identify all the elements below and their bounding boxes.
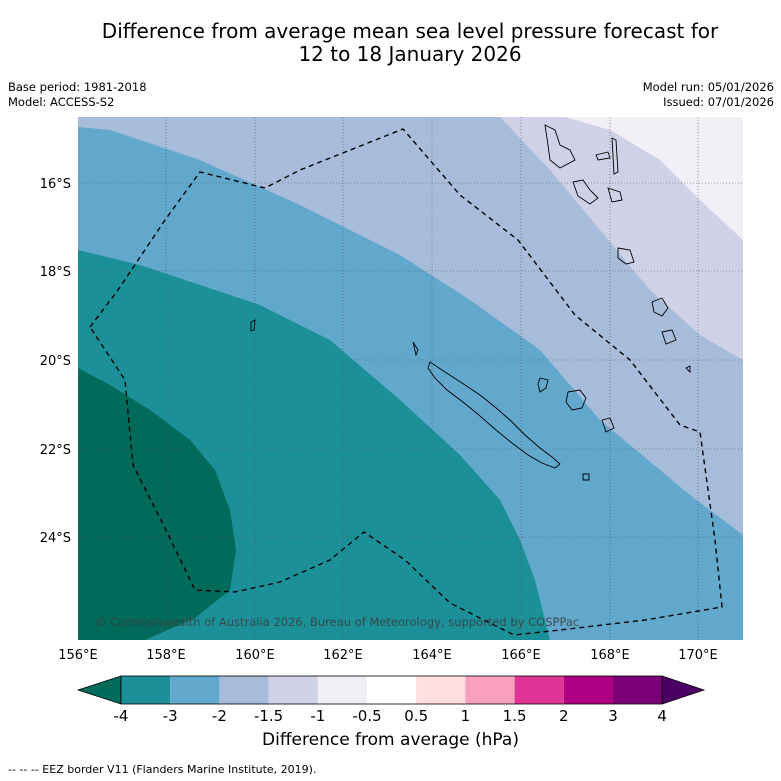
lat-label: 20°S [40,354,71,369]
lon-label: 168°E [590,648,630,663]
meta-right: Model run: 05/01/2026 Issued: 07/01/2026 [643,80,774,110]
copyright-note: © Commonwealth of Australia 2026, Bureau… [95,615,579,629]
lon-label: 166°E [501,648,541,663]
efate [617,247,635,265]
espiritu-santo [544,124,576,169]
chart-title: Difference from average mean sea level p… [0,20,781,66]
colorbar-under-arrow [76,675,122,705]
base-period: Base period: 1981-2018 [8,80,147,94]
lon-labels: 156°E 158°E 160°E 162°E 164°E 166°E 168°… [58,648,718,663]
colorbar-tick-label: 2 [559,707,569,725]
meta-left: Base period: 1981-2018 Model: ACCESS-S2 [8,80,147,110]
pentecost [611,137,619,175]
chesterfield-islet [250,319,256,332]
colorbar-bin [613,676,663,704]
title-line-2: 12 to 18 January 2026 [298,42,522,66]
mare-island [601,417,615,433]
band-minus0.5-to-minus1 [565,117,743,240]
erromango [651,297,669,317]
band-below-minus4 [78,368,236,640]
malekula [572,179,599,205]
colorbar-bin [317,676,367,704]
ambrym [607,187,623,203]
colorbar-bin [465,676,515,704]
lat-label: 24°S [40,531,71,546]
eez-footnote: -- -- -- EEZ border V11 (Flanders Marine… [8,763,317,776]
colorbar-tick-label: -3 [163,707,178,725]
colorbar-tick-label: 1.5 [503,707,527,725]
colorbar-bin [170,676,220,704]
lon-label: 164°E [412,648,452,663]
map-area: © Commonwealth of Australia 2026, Bureau… [78,117,743,640]
colorbar-tick-label: -0.5 [352,707,381,725]
colorbar-over-arrow [661,675,706,705]
isle-of-pines [582,473,590,481]
lat-label: 18°S [40,265,71,280]
band-minus1.5-to-minus2 [78,117,743,535]
colorbar-tick-label: 1 [461,707,471,725]
colorbar-bin [121,676,171,704]
coastlines [250,124,691,481]
colorbar-bin [514,676,564,704]
lon-label: 170°E [678,648,718,663]
tanna [661,329,677,345]
maewo [595,151,611,161]
colorbar-outline [120,675,663,705]
colorbar-tick-label: 4 [657,707,667,725]
lat-label: 22°S [40,443,71,458]
lon-label: 156°E [58,648,98,663]
colorbar-label: Difference from average (hPa) [262,730,519,750]
ouvea-island [537,377,549,393]
lon-label: 162°E [323,648,363,663]
lifou-island [565,389,587,411]
colorbar-tick-label: 3 [608,707,618,725]
colorbar-bin [268,676,318,704]
title-line-1: Difference from average mean sea level p… [101,19,719,43]
colorbar: -4 -3 -2 -1.5 -1 -0.5 0.5 1 1.5 2 3 4 [76,675,706,725]
graticule [78,117,743,640]
lat-labels: 16°S 18°S 20°S 22°S 24°S [40,177,71,546]
colorbar-bin [367,676,417,704]
belep-islands [412,341,419,357]
new-caledonia-coast [427,361,561,469]
lon-label: 158°E [146,648,186,663]
colorbar-tick-label: -4 [114,707,129,725]
colorbar-bin [219,676,269,704]
colorbar-tick-label: -2 [212,707,227,725]
matthew-island [685,365,691,374]
model-run: Model run: 05/01/2026 [642,80,774,94]
colorbar-tick-label: 0.5 [404,707,428,725]
colorbar-bin [416,676,466,704]
colorbar-tick-label: -1.5 [254,707,283,725]
lat-label: 16°S [40,177,71,192]
issued-date: Issued: 07/01/2026 [663,95,774,109]
lon-label: 160°E [235,648,275,663]
colorbar-bin [563,676,613,704]
eez-border [89,128,723,636]
model-name: Model: ACCESS-S2 [8,95,115,109]
colorbar-tick-label: -1 [310,707,325,725]
